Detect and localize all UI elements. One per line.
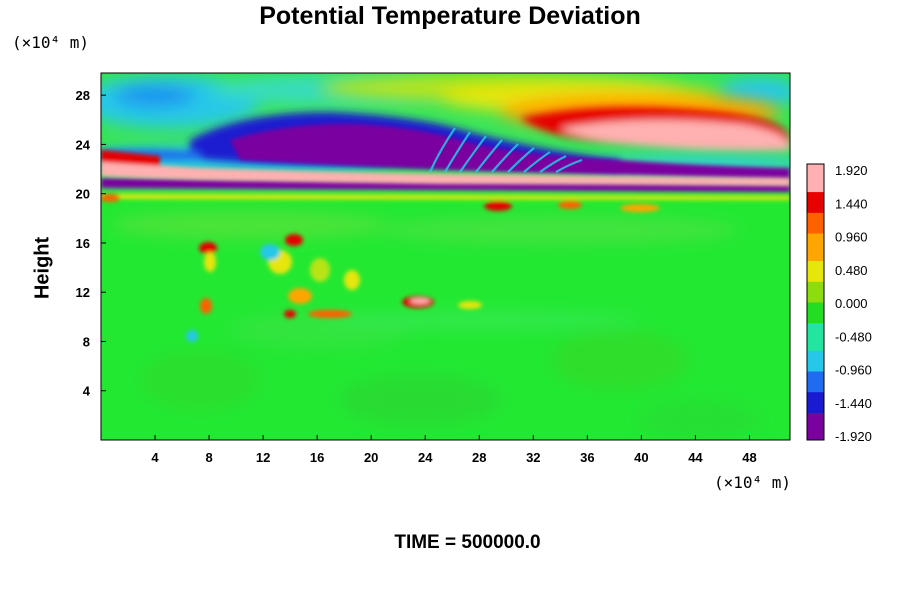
colorbar-swatch [807,391,824,400]
y-tick-label: 4 [83,384,91,399]
colorbar-swatch [807,260,824,268]
colorbar-swatch [807,205,824,213]
y-tick-label: 16 [76,236,90,251]
colorbar-label: 0.000 [835,296,868,311]
red-upper-band [520,107,790,151]
x-axis-unit: (×10⁴ m) [714,473,792,492]
colorbar-swatch [807,364,824,372]
x-tick-label: 16 [310,450,324,465]
colorbar-swatch [807,274,824,282]
colorbar-swatch [807,302,824,310]
x-tick-label: 28 [472,450,486,465]
colorbar-swatch [807,177,824,186]
colorbar-swatch [807,164,824,172]
colorbar-swatch [807,253,824,262]
x-axis: 4 8 12 16 20 24 28 32 36 40 44 48 [151,435,757,465]
lower-interface [101,194,790,212]
colorbar-label: -1.440 [835,396,872,411]
colorbar-swatch [807,212,824,220]
colorbar-labels: 1.920 1.440 0.960 0.480 0.000 -0.480 -0.960 -1.… [835,163,872,444]
colorbar-swatch [807,219,824,227]
colorbar-label: 1.920 [835,163,868,178]
x-tick-label: 8 [205,450,212,465]
chart-title: Potential Temperature Deviation [259,2,641,30]
colorbar-swatch [807,336,824,344]
colorbar-swatch [807,329,824,337]
colorbar-swatch [807,226,824,234]
colorbar-label: 0.960 [835,230,868,245]
pink-band [101,150,790,186]
colorbar-label: 0.480 [835,263,868,278]
colorbar-label: -0.480 [835,329,872,344]
wave-streaks [428,127,583,173]
colorbar-swatch [807,308,824,317]
colorbar-swatch [807,267,824,275]
colorbar-swatch [807,405,824,413]
colorbar-swatch [807,419,824,427]
y-axis: 4 8 12 16 20 24 28 [76,88,106,399]
colorbar-swatch [807,433,824,441]
field-lower-texture [110,211,760,440]
colorbar-swatch [807,315,824,324]
x-tick-label: 44 [688,450,703,465]
colorbar-swatch [807,377,824,386]
colorbar-swatch [807,281,824,289]
colorbar-label: -1.920 [835,429,872,444]
colorbar-swatch [807,295,824,303]
colorbar-swatch [807,191,824,199]
y-tick-label: 12 [76,285,90,300]
colorbar-swatch [807,322,824,331]
colorbar-swatch [807,184,824,193]
plot-frame [100,72,791,441]
colorbar-swatch [807,384,824,393]
x-tick-label: 4 [151,450,159,465]
colorbar-swatch [807,371,824,379]
colorbar-label: 1.440 [835,196,868,211]
time-annotation: TIME = 500000.0 [394,532,541,553]
colorbar-frame [806,163,825,441]
colorbar-swatch [807,350,824,358]
colorbar-swatch [807,288,824,296]
y-tick-label: 24 [76,137,91,152]
x-tick-label: 20 [364,450,378,465]
colorbar-blocks [807,164,824,441]
colorbar-swatch [807,239,824,248]
colorbar-swatch [807,246,824,255]
x-tick-label: 36 [580,450,594,465]
y-tick-label: 8 [83,334,90,349]
x-tick-label: 32 [526,450,540,465]
heatmap-field [101,73,790,440]
colorbar-swatch [807,426,824,434]
x-tick-label: 48 [742,450,756,465]
colorbar-swatch [807,343,824,351]
colorbar-swatch [807,398,824,406]
convective-blobs [186,234,482,342]
x-tick-label: 24 [418,450,433,465]
y-axis-unit: (×10⁴ m) [12,33,90,52]
colorbar-swatch [807,357,824,365]
colorbar-swatch [807,170,824,179]
colorbar-swatch [807,412,824,420]
colorbar-swatch [807,233,824,241]
y-tick-label: 20 [76,187,90,202]
y-tick-label: 28 [76,88,90,103]
x-tick-label: 40 [634,450,648,465]
colorbar-label: -0.960 [835,363,872,378]
colorbar-swatch [807,198,824,206]
x-tick-label: 12 [256,450,270,465]
